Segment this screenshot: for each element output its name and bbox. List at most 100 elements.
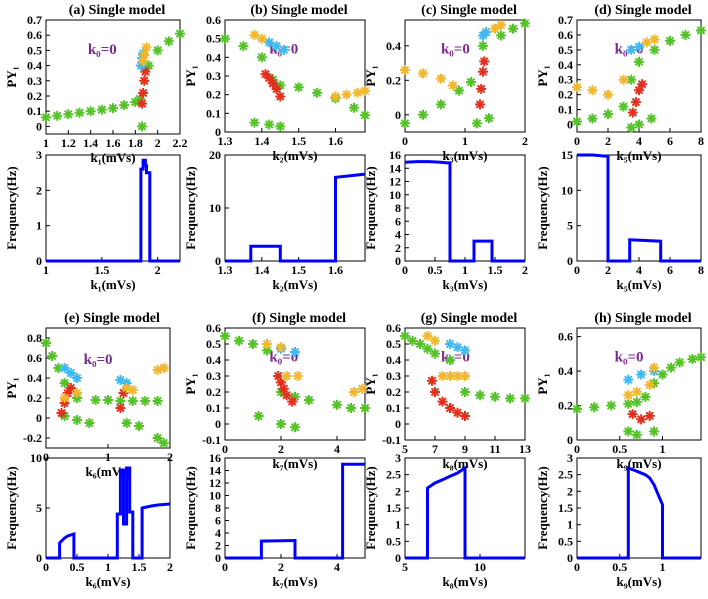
data-point — [422, 331, 433, 341]
x-tick-label: 1.4 — [254, 263, 269, 277]
data-point — [281, 371, 292, 381]
star-stroke — [460, 387, 470, 397]
y-tick-label: 0.3 — [386, 369, 401, 383]
data-point — [152, 396, 163, 406]
plot-frame — [576, 327, 702, 441]
series-blue — [445, 339, 470, 356]
x-tick-label: 2 — [155, 263, 161, 277]
y-tick-label: 0.5 — [558, 534, 573, 548]
series-blue — [626, 41, 644, 55]
star-stroke — [496, 31, 506, 40]
y-tick-label: 4 — [395, 228, 401, 242]
star-stroke — [418, 69, 428, 78]
data-point — [415, 339, 425, 349]
series-green — [572, 352, 706, 440]
panel-title: (a) Single model — [69, 3, 166, 18]
star-stroke — [140, 396, 150, 406]
y-tick-label: -0.1 — [202, 433, 221, 447]
star-stroke — [650, 45, 659, 55]
star-stroke — [430, 349, 440, 358]
star-stroke — [642, 38, 651, 47]
data-point — [478, 66, 488, 77]
data-point — [271, 41, 282, 52]
y-tick-label: 15 — [561, 148, 573, 162]
data-point — [637, 79, 648, 90]
star-stroke — [159, 438, 169, 448]
y-tick-label: 0 — [36, 254, 42, 268]
series-blue — [264, 37, 289, 55]
data-point — [641, 37, 652, 48]
y-tick-label: 3 — [395, 451, 401, 465]
star-stroke — [257, 53, 267, 62]
data-point — [346, 403, 356, 413]
chart-d2: 0 2 4 6 8 0 5 10 15 k₅(mVs) Frequency(Hz) — [535, 148, 704, 292]
x-tick-label: 7 — [432, 442, 438, 456]
y-tick-label: 10 — [561, 183, 573, 197]
x-tick-label: 1 — [105, 560, 111, 574]
data-point — [496, 30, 506, 41]
star-stroke — [279, 45, 289, 55]
star-stroke — [649, 427, 659, 436]
data-point — [418, 68, 428, 79]
star-stroke — [279, 384, 289, 394]
x-tick-label: 0 — [574, 263, 580, 277]
data-point — [139, 75, 150, 86]
x-tick-label: 4 — [334, 560, 340, 574]
y-tick-label: 10 — [389, 188, 401, 202]
data-point — [627, 409, 638, 420]
data-point — [115, 403, 126, 413]
y-tick-label: 0 — [395, 551, 401, 565]
star-stroke — [294, 82, 303, 92]
star-stroke — [153, 433, 162, 443]
series-orange — [262, 339, 368, 397]
data-point — [452, 342, 463, 353]
star-stroke — [666, 363, 676, 372]
data-point — [72, 415, 82, 425]
x-tick-label: 6 — [667, 263, 673, 277]
star-stroke — [250, 118, 259, 127]
star-stroke — [637, 79, 647, 89]
data-point — [436, 99, 446, 110]
star-stroke — [122, 383, 131, 393]
star-stroke — [276, 122, 285, 131]
data-point — [96, 104, 107, 115]
star-stroke — [572, 404, 582, 414]
y-axis-label: Frequency(Hz) — [183, 466, 198, 550]
data-point — [360, 85, 370, 96]
x-tick-label: 0 — [222, 442, 228, 456]
x-tick-label: 1 — [462, 263, 468, 277]
star-stroke — [122, 418, 131, 428]
star-stroke — [430, 336, 440, 346]
star-stroke — [481, 27, 491, 37]
y-tick-label: 0.6 — [27, 351, 42, 365]
x-axis-label: k₃(mVs) — [442, 277, 487, 292]
star-stroke — [632, 387, 642, 396]
x-tick-label: 0 — [574, 560, 580, 574]
y-tick-label: 8 — [215, 501, 221, 515]
data-point — [276, 342, 286, 353]
data-point — [436, 73, 446, 84]
data-point — [623, 374, 634, 385]
star-stroke — [276, 342, 286, 352]
k0-label: k₀=0 — [88, 42, 117, 58]
star-stroke — [436, 100, 446, 109]
star-stroke — [262, 346, 272, 355]
data-point — [137, 121, 148, 132]
star-stroke — [624, 390, 633, 400]
frequency-line — [404, 160, 525, 263]
y-tick-label: 8 — [395, 201, 401, 215]
star-stroke — [134, 421, 144, 431]
star-stroke — [634, 120, 644, 129]
star-stroke — [479, 57, 489, 66]
x-tick-label: 1 — [660, 442, 666, 456]
series-red — [273, 371, 298, 407]
star-stroke — [418, 110, 428, 120]
series-red — [627, 409, 655, 425]
data-point — [478, 40, 488, 51]
y-tick-label: 0.2 — [386, 73, 401, 87]
star-stroke — [64, 109, 73, 119]
x-tick-label: 2 — [605, 134, 611, 148]
panel-title: (d) Single model — [594, 3, 691, 18]
data-point — [646, 113, 657, 124]
y-tick-label: 0.5 — [206, 337, 221, 351]
